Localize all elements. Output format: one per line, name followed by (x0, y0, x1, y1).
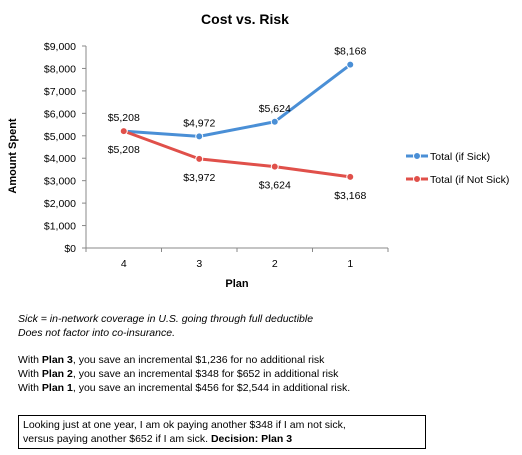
data-point (195, 154, 204, 163)
y-tick-label: $4,000 (44, 153, 76, 165)
x-tick-label: 2 (272, 258, 278, 270)
x-tick-label: 1 (347, 258, 353, 270)
data-label: $8,168 (334, 46, 366, 58)
y-tick-label: $9,000 (44, 41, 76, 53)
x-tick-label: 4 (121, 258, 127, 270)
legend-marker (413, 152, 421, 160)
decision-label: Decision: Plan 3 (210, 433, 293, 445)
x-axis-label: Plan (225, 278, 249, 290)
decision-box: Looking just at one year, I am ok paying… (18, 415, 426, 449)
legend-label: Total (if Sick) (430, 151, 490, 163)
y-tick-label: $5,000 (44, 131, 76, 143)
x-tick-label: 3 (196, 258, 202, 270)
data-label: $4,972 (183, 117, 215, 129)
y-tick-label: $8,000 (44, 63, 76, 75)
data-label: $3,168 (334, 190, 366, 202)
decision-line-1: Looking just at one year, I am ok paying… (23, 419, 346, 431)
y-tick-label: $3,000 (44, 176, 76, 188)
data-point (346, 172, 355, 181)
data-point (270, 117, 279, 126)
plan1-name: Plan 1 (41, 382, 73, 394)
data-label: $5,624 (259, 103, 291, 115)
y-axis-label: Amount Spent (7, 118, 19, 193)
coinsurance-note: Does not factor into co-insurance. (18, 327, 175, 339)
data-point (346, 60, 355, 69)
data-point (270, 162, 279, 171)
sick-definition: Sick = in-network coverage in U.S. going… (18, 313, 314, 325)
y-tick-label: $1,000 (44, 221, 76, 233)
series-line-1 (123, 63, 352, 138)
notes-section: Sick = in-network coverage in U.S. going… (18, 312, 350, 395)
chart-title: Cost vs. Risk (201, 11, 289, 27)
y-tick-label: $7,000 (44, 86, 76, 98)
plan2-savings: With Plan 2, you save an incremental $34… (18, 368, 339, 380)
decision-line-2: versus paying another $652 if I am sick.… (23, 433, 293, 445)
data-label: $5,208 (108, 144, 140, 156)
data-label: $3,972 (183, 172, 215, 184)
y-tick-label: $2,000 (44, 198, 76, 210)
data-point (119, 127, 128, 136)
y-tick-label: $6,000 (44, 108, 76, 120)
plan1-savings: With Plan 1, you save an incremental $45… (18, 382, 351, 394)
y-tick-label: $0 (64, 243, 76, 255)
plan3-savings: With Plan 3, you save an incremental $1,… (18, 354, 325, 366)
legend-marker (413, 175, 421, 183)
plan2-name: Plan 2 (41, 368, 73, 380)
cost-vs-risk-chart: Cost vs. Risk Amount Spent Plan $0 $1,000… (7, 11, 509, 290)
data-label: $3,624 (259, 180, 291, 192)
series-line-2 (123, 129, 351, 179)
data-label: $5,208 (108, 112, 140, 124)
plan3-name: Plan 3 (41, 354, 73, 366)
legend-label: Total (if Not Sick) (430, 174, 509, 186)
data-point (195, 132, 204, 141)
